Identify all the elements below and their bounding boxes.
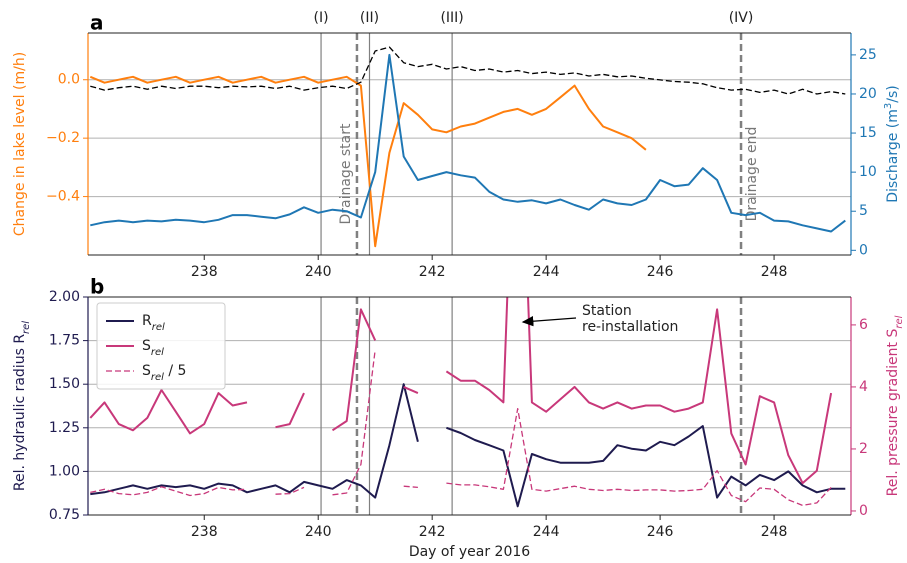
y2-tick-label: 2 xyxy=(859,441,868,457)
x-axis-label: Day of year 2016 xyxy=(409,544,530,560)
y2-tick-label: 15 xyxy=(859,125,877,141)
x-tick-label: 242 xyxy=(419,524,446,540)
annotation-text: re-installation xyxy=(582,319,678,335)
y-tick-label: 1.75 xyxy=(49,333,80,349)
y-tick-label: 1.25 xyxy=(49,420,80,436)
y2-axis-label-part: /s) xyxy=(885,85,901,102)
y-axis-label-part: Change in lake level (m/h) xyxy=(12,52,28,236)
data-line xyxy=(90,53,846,233)
y-tick-label: 1.50 xyxy=(49,376,80,392)
y2-tick-label: 0 xyxy=(859,242,868,258)
y2-tick-label: 6 xyxy=(859,317,868,333)
x-tick-label: 248 xyxy=(761,264,788,280)
data-line xyxy=(90,349,832,507)
y2-axis-label-part: Rel. pressure gradient S xyxy=(885,329,901,497)
annotation-arrow xyxy=(521,316,577,327)
x-tick-label: 238 xyxy=(191,264,218,280)
y-axis-label: Change in lake level (m/h) xyxy=(12,52,28,236)
legend-label-part: R xyxy=(142,313,152,329)
panel-label: a xyxy=(90,11,104,35)
y-tick-label: −0.2 xyxy=(46,130,80,146)
legend-label-part: rel xyxy=(151,372,164,383)
y-axis-label: Rel. hydraulic radius Rrel xyxy=(12,321,32,491)
y2-axis-label-part: Discharge (m xyxy=(885,109,901,203)
y2-tick-label: 0 xyxy=(859,503,868,519)
data-line xyxy=(89,297,833,485)
y2-axis-label-part: 3 xyxy=(883,103,894,109)
y2-tick-label: 20 xyxy=(859,86,877,102)
y2-tick-label: 10 xyxy=(859,164,877,180)
x-tick-label: 240 xyxy=(305,264,332,280)
data-line xyxy=(90,46,846,95)
event-side-label: Drainage start xyxy=(338,123,354,225)
legend-label: Srel xyxy=(142,338,164,358)
y2-axis-label: Rel. pressure gradient Srel xyxy=(885,315,905,496)
data-line xyxy=(89,75,647,248)
x-tick-label: 240 xyxy=(305,524,332,540)
y2-tick-label: 25 xyxy=(859,47,877,63)
legend-label-part: rel xyxy=(151,347,164,358)
event-label: (II) xyxy=(360,10,379,26)
annotation-text: Station xyxy=(582,303,632,319)
data-line xyxy=(90,383,846,508)
legend-label-part: / 5 xyxy=(164,363,187,379)
y-tick-label: 1.00 xyxy=(49,463,80,479)
event-label: (I) xyxy=(314,10,329,26)
y2-axis-label: Discharge (m3/s) xyxy=(883,85,902,203)
event-side-label: Drainage end xyxy=(744,127,760,222)
legend-label: Rrel xyxy=(142,313,165,333)
legend-label: Srel / 5 xyxy=(142,363,186,383)
x-tick-label: 244 xyxy=(533,264,560,280)
legend-label-part: S xyxy=(142,338,151,354)
legend-label-part: rel xyxy=(152,322,165,333)
event-label: (III) xyxy=(440,10,463,26)
y-tick-label: −0.4 xyxy=(46,189,80,205)
y2-axis-label-part: rel xyxy=(894,315,905,328)
y-tick-label: 0.0 xyxy=(58,72,80,88)
y-axis-label-part: Rel. hydraulic radius R xyxy=(12,334,28,491)
x-tick-label: 238 xyxy=(191,524,218,540)
event-label: (IV) xyxy=(729,10,754,26)
x-tick-label: 244 xyxy=(533,524,560,540)
panel-label: b xyxy=(90,275,104,299)
y-tick-label: 2.00 xyxy=(49,289,80,305)
x-tick-label: 246 xyxy=(647,524,674,540)
y2-tick-label: 5 xyxy=(859,203,868,219)
y-tick-label: 0.75 xyxy=(49,507,80,523)
y-axis-label-part: rel xyxy=(21,321,32,334)
legend-label-part: S xyxy=(142,363,151,379)
legend-box xyxy=(96,302,226,390)
y2-tick-label: 4 xyxy=(859,379,868,395)
x-tick-label: 246 xyxy=(647,264,674,280)
x-tick-label: 248 xyxy=(761,524,788,540)
x-tick-label: 242 xyxy=(419,264,446,280)
